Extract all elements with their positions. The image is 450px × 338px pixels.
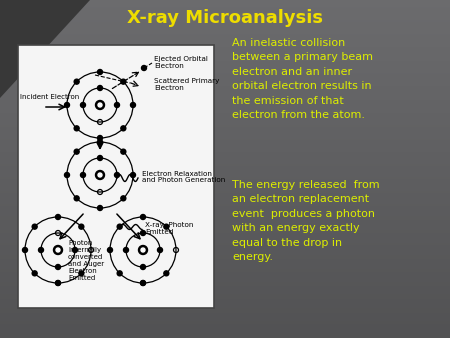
Text: Scattered Primary
Electron: Scattered Primary Electron (154, 78, 220, 92)
Circle shape (114, 172, 120, 177)
Circle shape (55, 281, 60, 286)
Circle shape (141, 66, 147, 71)
Text: X-ray  Photon
Emitted: X-ray Photon Emitted (145, 221, 194, 235)
Circle shape (56, 248, 60, 252)
Circle shape (98, 173, 102, 177)
Circle shape (22, 247, 27, 252)
Circle shape (64, 172, 69, 177)
Polygon shape (0, 0, 90, 98)
Circle shape (98, 136, 103, 141)
Circle shape (74, 79, 79, 84)
Circle shape (140, 265, 145, 269)
Text: The energy released  from
an electron replacement
event  produces a photon
with : The energy released from an electron rep… (232, 180, 380, 262)
Circle shape (164, 271, 169, 276)
Circle shape (117, 224, 122, 229)
Circle shape (32, 224, 37, 229)
Circle shape (95, 170, 104, 179)
Circle shape (74, 196, 79, 201)
Circle shape (64, 102, 69, 107)
Circle shape (164, 224, 169, 229)
Circle shape (98, 103, 102, 107)
Circle shape (81, 102, 86, 107)
Text: An inelastic collision
between a primary beam
electron and an inner
orbital elec: An inelastic collision between a primary… (232, 38, 373, 120)
Circle shape (98, 155, 103, 161)
Circle shape (79, 224, 84, 229)
Circle shape (74, 149, 79, 154)
Circle shape (98, 86, 103, 91)
Circle shape (123, 247, 129, 252)
Circle shape (98, 206, 103, 211)
Circle shape (158, 247, 162, 252)
Circle shape (39, 247, 44, 252)
Circle shape (108, 247, 112, 252)
Circle shape (81, 172, 86, 177)
Circle shape (74, 126, 79, 131)
Circle shape (121, 149, 126, 154)
Circle shape (55, 215, 60, 219)
Circle shape (114, 102, 120, 107)
Circle shape (54, 245, 63, 255)
Text: Electron Relaxation
and Photon Generation: Electron Relaxation and Photon Generatio… (142, 170, 225, 184)
Bar (18, 45, 214, 308)
Circle shape (130, 102, 135, 107)
Text: X-ray Microanalysis: X-ray Microanalysis (127, 9, 323, 27)
Circle shape (72, 247, 77, 252)
Circle shape (55, 265, 60, 269)
Circle shape (98, 140, 103, 145)
Circle shape (95, 100, 104, 110)
Circle shape (140, 215, 145, 219)
Circle shape (139, 245, 148, 255)
Circle shape (130, 172, 135, 177)
Text: Incident Electron: Incident Electron (20, 94, 79, 100)
Text: Ejected Orbital
Electron: Ejected Orbital Electron (154, 56, 208, 70)
Circle shape (117, 271, 122, 276)
Circle shape (121, 126, 126, 131)
Circle shape (32, 271, 37, 276)
Text: Photon
Internally
converted
and Auger
Electron
Emitted: Photon Internally converted and Auger El… (68, 240, 104, 281)
Circle shape (79, 271, 84, 276)
Circle shape (141, 248, 145, 252)
Circle shape (121, 79, 126, 84)
Circle shape (140, 281, 145, 286)
Circle shape (140, 231, 145, 236)
Circle shape (98, 70, 103, 74)
Circle shape (121, 196, 126, 201)
